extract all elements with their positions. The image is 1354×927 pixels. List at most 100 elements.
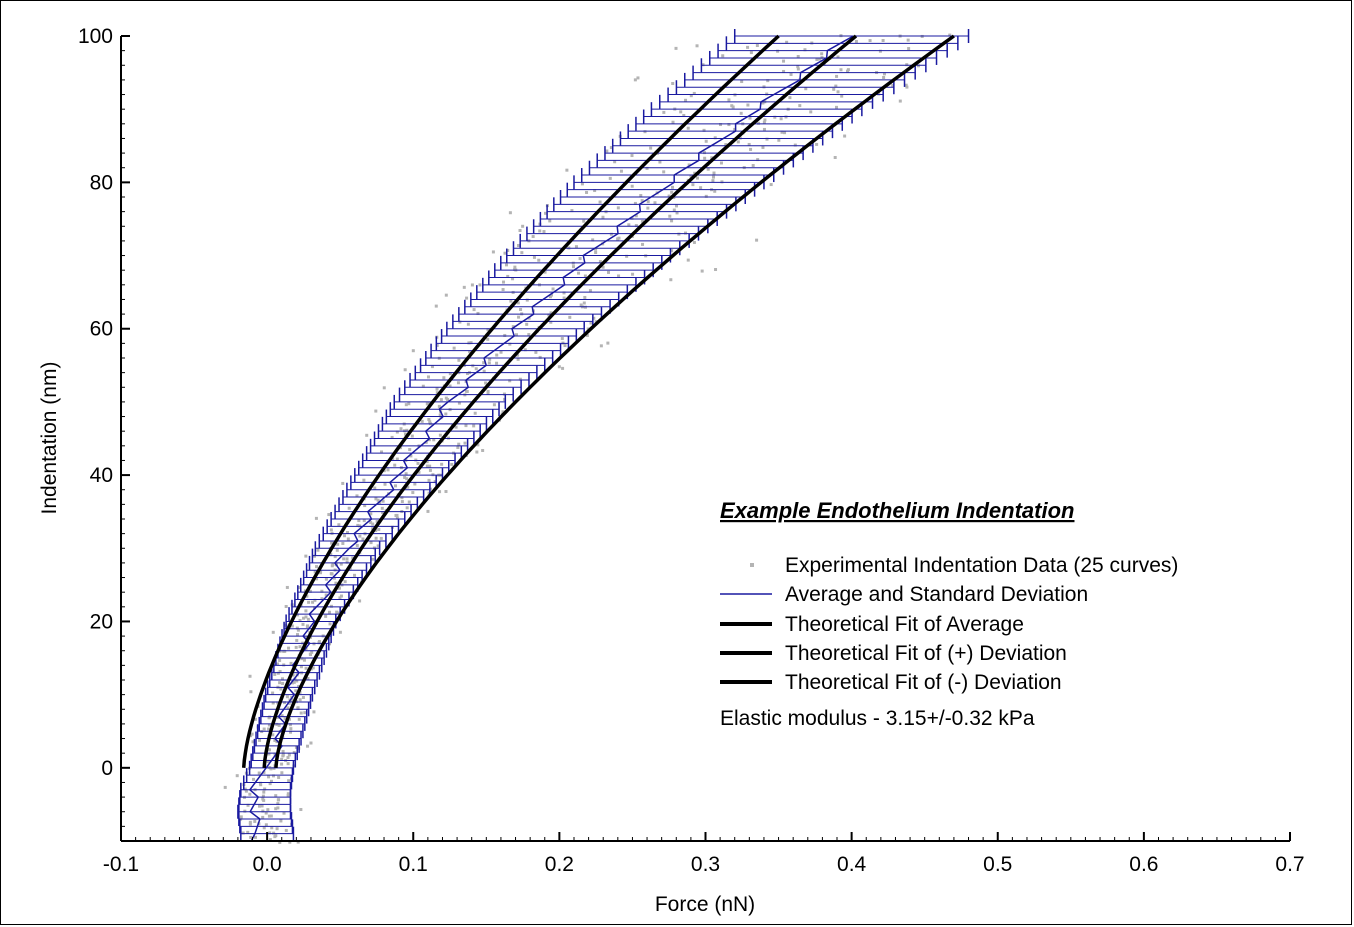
data-point bbox=[689, 94, 693, 98]
data-point bbox=[345, 560, 349, 564]
data-point bbox=[276, 802, 280, 806]
data-point bbox=[543, 270, 547, 274]
data-point bbox=[711, 179, 715, 183]
data-point bbox=[686, 126, 690, 130]
data-point bbox=[337, 586, 341, 590]
data-point bbox=[324, 614, 328, 618]
data-point bbox=[532, 255, 536, 259]
data-point bbox=[667, 194, 671, 198]
data-point bbox=[882, 72, 886, 76]
data-point bbox=[472, 308, 476, 312]
data-point bbox=[374, 536, 378, 540]
data-point bbox=[267, 723, 271, 727]
data-point bbox=[333, 555, 337, 559]
data-point bbox=[487, 361, 491, 365]
data-point bbox=[411, 349, 415, 353]
data-point bbox=[271, 733, 275, 737]
data-point bbox=[371, 557, 375, 561]
x-tick-label: 0.6 bbox=[1129, 853, 1158, 876]
data-point bbox=[281, 753, 285, 757]
data-point bbox=[785, 40, 789, 44]
data-point bbox=[755, 238, 759, 242]
data-point bbox=[835, 105, 839, 109]
data-point bbox=[906, 38, 910, 42]
data-point bbox=[248, 792, 252, 796]
data-point bbox=[484, 381, 488, 385]
data-point bbox=[818, 57, 822, 61]
data-point bbox=[267, 716, 271, 720]
data-point bbox=[267, 814, 271, 818]
data-point bbox=[513, 265, 517, 269]
data-point bbox=[271, 701, 275, 705]
data-point bbox=[295, 613, 299, 617]
data-point bbox=[486, 337, 490, 341]
data-point bbox=[304, 554, 308, 558]
data-point bbox=[798, 104, 802, 108]
data-point bbox=[278, 669, 282, 673]
data-point bbox=[287, 701, 291, 705]
data-point bbox=[868, 39, 872, 43]
data-point bbox=[746, 45, 750, 49]
data-point bbox=[789, 72, 793, 76]
data-point bbox=[335, 548, 339, 552]
data-point bbox=[684, 98, 688, 102]
data-point bbox=[444, 490, 448, 494]
data-point bbox=[286, 756, 290, 760]
data-point bbox=[395, 516, 399, 520]
data-point bbox=[653, 201, 657, 205]
data-point bbox=[250, 732, 254, 736]
data-point bbox=[609, 146, 613, 150]
data-point bbox=[435, 387, 439, 391]
data-point bbox=[561, 366, 565, 370]
x-tick-label: 0.4 bbox=[837, 853, 867, 876]
x-tick-label: 0.3 bbox=[691, 853, 720, 876]
fit-curve-layer bbox=[241, 34, 955, 768]
data-point bbox=[605, 149, 609, 153]
data-point bbox=[292, 680, 296, 684]
data-point bbox=[296, 633, 300, 637]
data-point bbox=[509, 299, 513, 303]
data-point bbox=[334, 581, 338, 585]
data-point bbox=[793, 143, 797, 147]
data-point bbox=[266, 748, 270, 752]
x-tick-label: 0.0 bbox=[253, 853, 282, 876]
data-point bbox=[606, 341, 610, 345]
data-point bbox=[833, 156, 837, 160]
data-point bbox=[669, 278, 673, 282]
data-point bbox=[260, 804, 264, 808]
data-point bbox=[508, 342, 512, 346]
data-point bbox=[355, 543, 359, 547]
data-point bbox=[258, 781, 262, 785]
data-point bbox=[382, 386, 386, 390]
data-point bbox=[503, 251, 507, 255]
data-point bbox=[658, 160, 662, 164]
data-point bbox=[474, 367, 478, 371]
data-point bbox=[296, 628, 300, 632]
data-point bbox=[273, 752, 277, 756]
data-point bbox=[531, 235, 535, 239]
data-point bbox=[376, 544, 380, 548]
data-point bbox=[306, 677, 310, 681]
data-point bbox=[244, 789, 248, 793]
data-point bbox=[262, 770, 266, 774]
data-point bbox=[404, 403, 408, 407]
data-point bbox=[746, 103, 750, 107]
data-point bbox=[719, 161, 723, 165]
data-point bbox=[285, 695, 289, 699]
data-point bbox=[820, 52, 824, 56]
data-point bbox=[710, 156, 714, 160]
data-point bbox=[320, 589, 324, 593]
data-point bbox=[562, 296, 566, 300]
data-point bbox=[668, 214, 672, 218]
data-point bbox=[393, 463, 397, 467]
data-point bbox=[452, 346, 456, 350]
data-point bbox=[341, 541, 345, 545]
data-point bbox=[471, 364, 475, 368]
data-point bbox=[338, 630, 342, 634]
data-point bbox=[542, 230, 546, 234]
data-point bbox=[258, 738, 262, 742]
data-point bbox=[506, 274, 510, 278]
x-tick-label: 0.1 bbox=[399, 853, 428, 876]
data-point bbox=[284, 604, 288, 608]
data-point bbox=[836, 90, 840, 94]
